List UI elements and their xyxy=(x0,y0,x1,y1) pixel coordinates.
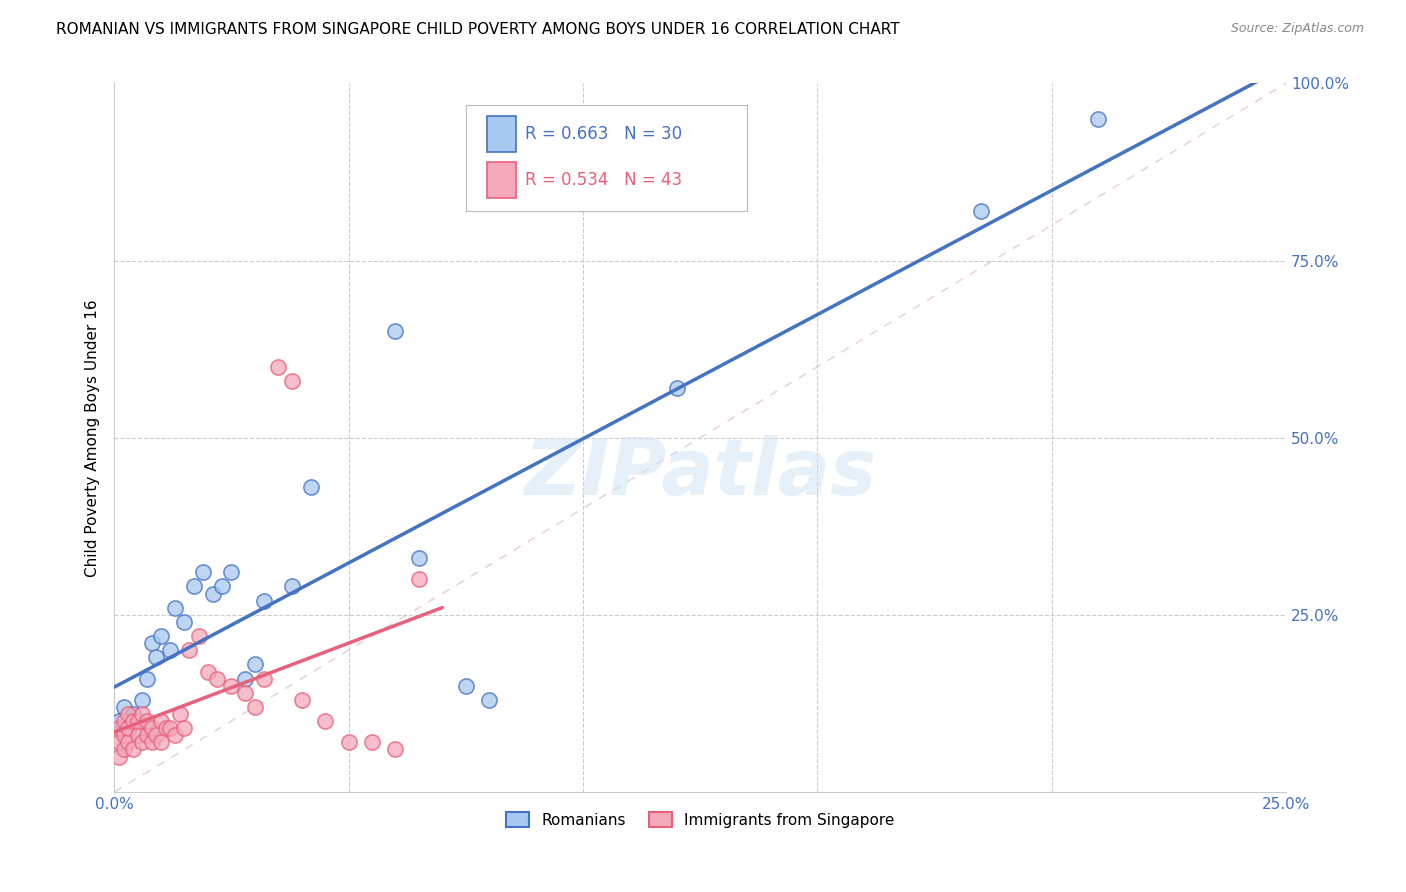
FancyBboxPatch shape xyxy=(486,162,516,198)
Point xyxy=(361,735,384,749)
Point xyxy=(665,381,688,395)
Point xyxy=(131,706,153,721)
Point xyxy=(127,728,149,742)
Point xyxy=(201,586,224,600)
Point xyxy=(108,735,131,749)
Point xyxy=(108,749,131,764)
Point xyxy=(221,679,243,693)
Point xyxy=(122,742,145,756)
Legend: Romanians, Immigrants from Singapore: Romanians, Immigrants from Singapore xyxy=(501,805,900,834)
Point xyxy=(169,706,191,721)
Point xyxy=(150,629,173,643)
Text: Source: ZipAtlas.com: Source: ZipAtlas.com xyxy=(1230,22,1364,36)
Point xyxy=(136,672,159,686)
Point xyxy=(221,566,243,580)
Point xyxy=(117,721,139,735)
Point xyxy=(131,735,153,749)
Point xyxy=(173,721,195,735)
Point xyxy=(117,721,139,735)
Point xyxy=(141,735,163,749)
Point xyxy=(122,714,145,728)
Point xyxy=(112,700,135,714)
Point xyxy=(141,721,163,735)
Point xyxy=(159,721,181,735)
Point xyxy=(235,672,257,686)
Point xyxy=(281,579,304,593)
Point xyxy=(291,693,314,707)
Point xyxy=(187,629,209,643)
Point xyxy=(478,693,501,707)
Text: R = 0.663   N = 30: R = 0.663 N = 30 xyxy=(526,125,682,143)
Point xyxy=(159,643,181,657)
Point xyxy=(408,551,430,566)
Point xyxy=(108,714,131,728)
Point xyxy=(108,721,131,735)
Point xyxy=(197,665,219,679)
Point xyxy=(243,700,266,714)
Point xyxy=(253,672,276,686)
Point xyxy=(211,579,233,593)
Point xyxy=(193,566,215,580)
Point xyxy=(314,714,336,728)
Point xyxy=(136,714,159,728)
Point xyxy=(243,657,266,672)
Point xyxy=(136,728,159,742)
Point xyxy=(150,735,173,749)
Point xyxy=(267,359,290,374)
Point xyxy=(112,742,135,756)
Y-axis label: Child Poverty Among Boys Under 16: Child Poverty Among Boys Under 16 xyxy=(86,299,100,576)
Point xyxy=(141,636,163,650)
Point xyxy=(117,706,139,721)
Point xyxy=(179,643,201,657)
Point xyxy=(112,728,135,742)
Point xyxy=(408,573,430,587)
Point xyxy=(122,706,145,721)
Point xyxy=(970,204,993,219)
Point xyxy=(337,735,360,749)
Point xyxy=(155,721,177,735)
FancyBboxPatch shape xyxy=(486,116,516,152)
Point xyxy=(235,686,257,700)
Text: R = 0.534   N = 43: R = 0.534 N = 43 xyxy=(526,171,682,189)
Point xyxy=(281,374,304,388)
Point xyxy=(384,742,406,756)
Point xyxy=(131,693,153,707)
Point xyxy=(207,672,229,686)
Point xyxy=(127,728,149,742)
Point xyxy=(145,650,167,665)
Point xyxy=(165,728,187,742)
Point xyxy=(165,600,187,615)
Point xyxy=(454,679,477,693)
Point xyxy=(117,735,139,749)
FancyBboxPatch shape xyxy=(465,104,747,211)
Point xyxy=(183,579,205,593)
Point xyxy=(112,714,135,728)
Text: ROMANIAN VS IMMIGRANTS FROM SINGAPORE CHILD POVERTY AMONG BOYS UNDER 16 CORRELAT: ROMANIAN VS IMMIGRANTS FROM SINGAPORE CH… xyxy=(56,22,900,37)
Point xyxy=(127,714,149,728)
Point xyxy=(299,480,322,494)
Point xyxy=(1087,112,1109,126)
Point xyxy=(384,325,406,339)
Point xyxy=(253,593,276,607)
Point xyxy=(145,728,167,742)
Point xyxy=(173,615,195,629)
Point xyxy=(150,714,173,728)
Text: ZIPatlas: ZIPatlas xyxy=(524,435,876,511)
